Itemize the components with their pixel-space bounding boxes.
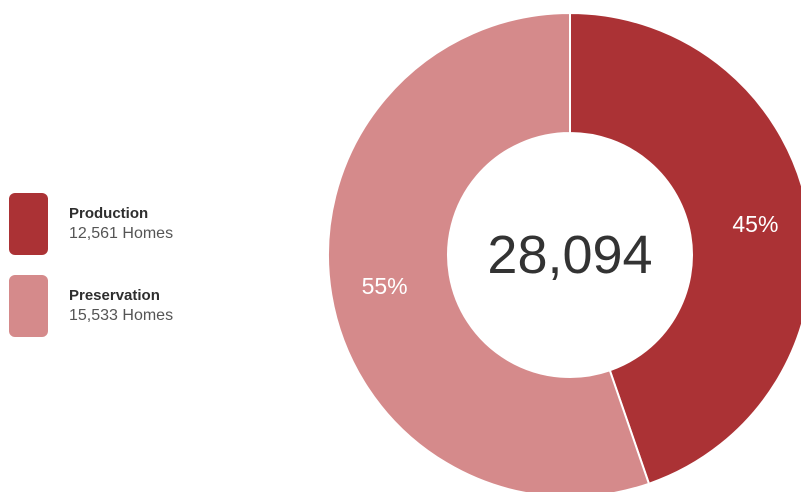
legend-text-production: Production 12,561 Homes	[69, 205, 173, 244]
legend-swatch-preservation	[9, 275, 48, 337]
legend-label-production: Production	[69, 205, 149, 222]
slice-label-production: 45%	[732, 211, 778, 237]
legend-swatch-production	[9, 193, 48, 255]
slice-label-preservation: 55%	[362, 273, 408, 299]
legend-text-preservation: Preservation 15,533 Homes	[69, 287, 173, 326]
legend-count-production: 12,561 Homes	[69, 225, 174, 242]
donut-center	[448, 133, 692, 377]
donut-total-label: 28,094	[487, 225, 652, 285]
legend-label-preservation: Preservation	[69, 287, 160, 304]
legend-count-preservation: 15,533 Homes	[69, 307, 174, 324]
